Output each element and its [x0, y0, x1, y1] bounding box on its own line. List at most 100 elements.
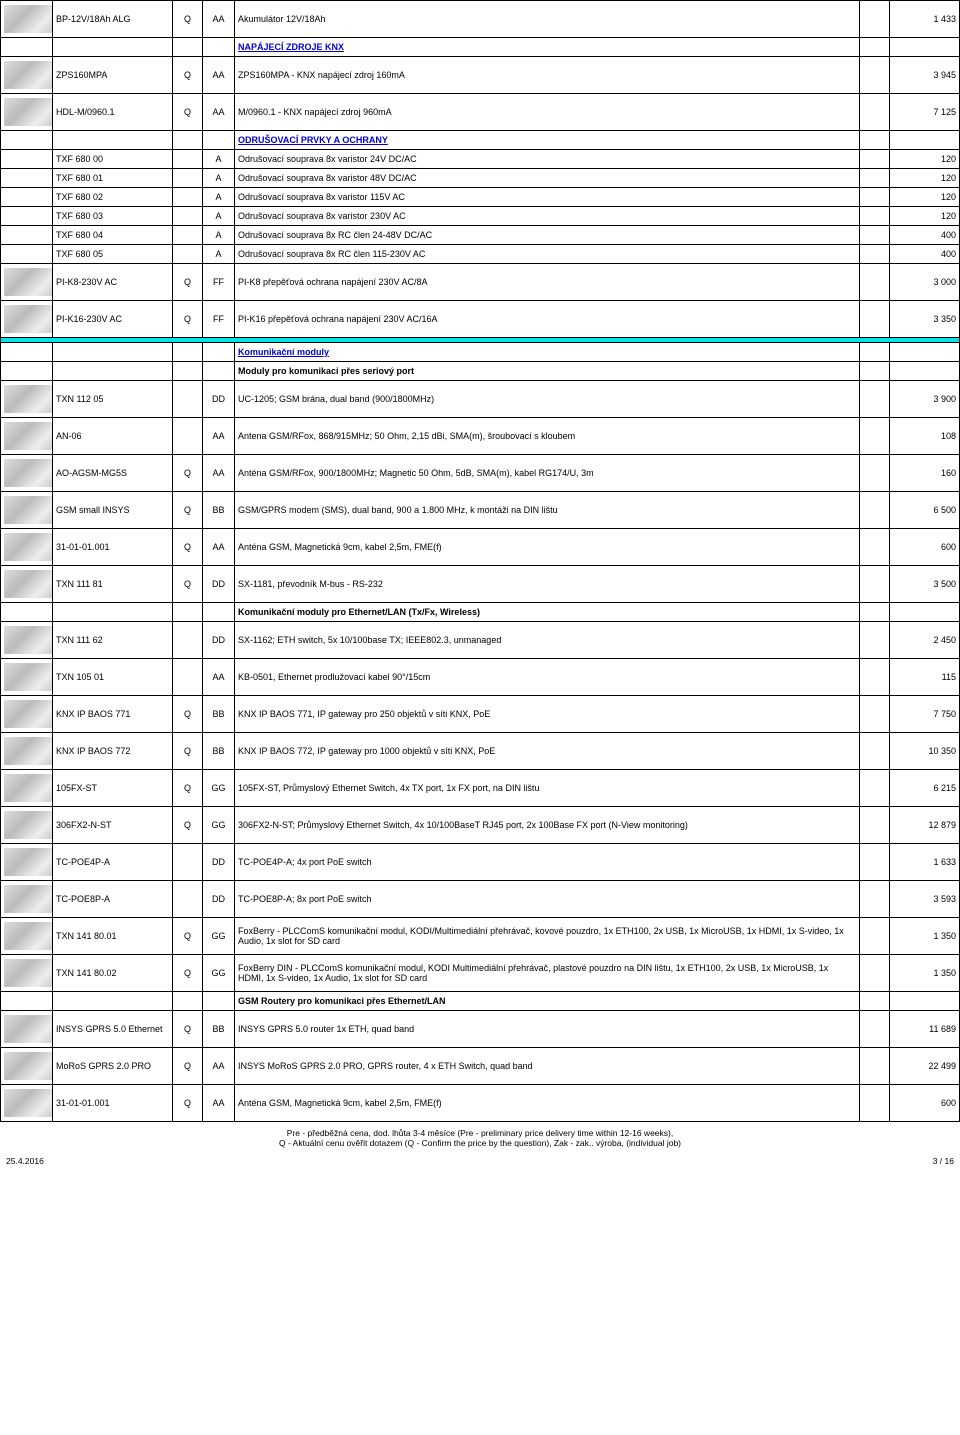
blank-cell [860, 207, 890, 226]
table-row: ZPS160MPAQAAZPS160MPA - KNX napájecí zdr… [1, 57, 960, 94]
product-image-cell [1, 955, 53, 992]
product-code: AO-AGSM-MG5S [53, 455, 173, 492]
product-price: 1 433 [890, 1, 960, 38]
product-code: PI-K8-230V AC [53, 264, 173, 301]
table-row: GSM Routery pro komunikaci přes Ethernet… [1, 992, 960, 1011]
product-image-cell [1, 529, 53, 566]
table-row: BP-12V/18Ah ALGQAAAkumulátor 12V/18Ah1 4… [1, 1, 960, 38]
product-image-cell [1, 492, 53, 529]
section-title: NAPÁJECÍ ZDROJE KNX [235, 38, 860, 57]
product-price: 2 450 [890, 622, 960, 659]
product-image-cell [1, 150, 53, 169]
subsection-title: Moduly pro komunikaci přes seriový port [235, 362, 860, 381]
product-code: KNX IP BAOS 772 [53, 733, 173, 770]
product-image-cell [1, 1085, 53, 1122]
product-price: 3 500 [890, 566, 960, 603]
availability-flag [173, 381, 203, 418]
table-row: TXF 680 00AOdrušovací souprava 8x varist… [1, 150, 960, 169]
subsection-title: Komunikační moduly pro Ethernet/LAN (Tx/… [235, 603, 860, 622]
availability-flag: Q [173, 696, 203, 733]
table-row: AN-06AAAntena GSM/RFox, 868/915MHz; 50 O… [1, 418, 960, 455]
table-row: AO-AGSM-MG5SQAAAnténa GSM/RFox, 900/1800… [1, 455, 960, 492]
product-description: INSYS MoRoS GPRS 2.0 PRO, GPRS router, 4… [235, 1048, 860, 1085]
product-image-cell [1, 844, 53, 881]
product-description: Odrušovací souprava 8x RC člen 115-230V … [235, 245, 860, 264]
product-description: FoxBerry DIN - PLCComS komunikační modul… [235, 955, 860, 992]
product-description: INSYS GPRS 5.0 router 1x ETH, quad band [235, 1011, 860, 1048]
product-image-cell [1, 1, 53, 38]
product-description: KB-0501, Ethernet prodlužovací kabel 90°… [235, 659, 860, 696]
product-code: 31-01-01.001 [53, 1085, 173, 1122]
table-row: TXN 105 01AAKB-0501, Ethernet prodlužova… [1, 659, 960, 696]
blank-cell [860, 301, 890, 338]
product-code: TXF 680 03 [53, 207, 173, 226]
availability-flag [173, 622, 203, 659]
blank-cell [860, 1048, 890, 1085]
product-image-cell [1, 57, 53, 94]
product-price: 120 [890, 207, 960, 226]
product-price: 120 [890, 169, 960, 188]
product-description: KNX IP BAOS 771, IP gateway pro 250 obje… [235, 696, 860, 733]
availability-flag [173, 150, 203, 169]
product-description: Odrušovací souprava 8x varistor 115V AC [235, 188, 860, 207]
product-price: 7 125 [890, 94, 960, 131]
product-image-cell [1, 226, 53, 245]
category-code: AA [203, 1, 235, 38]
table-row: 306FX2-N-STQGG306FX2-N-ST; Průmyslový Et… [1, 807, 960, 844]
product-image [4, 848, 52, 876]
product-price: 108 [890, 418, 960, 455]
availability-flag: Q [173, 1048, 203, 1085]
product-description: SX-1181, převodník M-bus - RS-232 [235, 566, 860, 603]
blank-cell [860, 696, 890, 733]
table-row: TXF 680 01AOdrušovací souprava 8x varist… [1, 169, 960, 188]
table-row: TXN 112 05DDUC-1205; GSM brána, dual ban… [1, 381, 960, 418]
blank-cell [860, 188, 890, 207]
product-description: M/0960.1 - KNX napájecí zdroj 960mA [235, 94, 860, 131]
product-code: TXN 141 80.01 [53, 918, 173, 955]
category-code: GG [203, 918, 235, 955]
availability-flag: Q [173, 1011, 203, 1048]
table-row: GSM small INSYSQBBGSM/GPRS modem (SMS), … [1, 492, 960, 529]
product-code: TXN 111 81 [53, 566, 173, 603]
table-row: TXN 141 80.02QGGFoxBerry DIN - PLCComS k… [1, 955, 960, 992]
product-image-cell [1, 264, 53, 301]
table-row: 31-01-01.001QAAAnténa GSM, Magnetická 9c… [1, 529, 960, 566]
product-image-cell [1, 188, 53, 207]
product-price: 6 215 [890, 770, 960, 807]
product-image [4, 98, 52, 126]
product-image-cell [1, 622, 53, 659]
availability-flag [173, 207, 203, 226]
category-code: BB [203, 696, 235, 733]
product-code: TXF 680 04 [53, 226, 173, 245]
product-code: TXN 112 05 [53, 381, 173, 418]
category-code: AA [203, 418, 235, 455]
product-price: 1 350 [890, 955, 960, 992]
product-description: PI-K8 přepěťová ochrana napájení 230V AC… [235, 264, 860, 301]
product-price: 160 [890, 455, 960, 492]
product-image [4, 422, 52, 450]
product-code: TXF 680 02 [53, 188, 173, 207]
product-image-cell [1, 207, 53, 226]
product-image [4, 305, 52, 333]
product-description: Odrušovací souprava 8x varistor 24V DC/A… [235, 150, 860, 169]
table-row: ODRUŠOVACÍ PRVKY A OCHRANY [1, 131, 960, 150]
product-description: 306FX2-N-ST; Průmyslový Ethernet Switch,… [235, 807, 860, 844]
product-image-cell [1, 770, 53, 807]
product-price: 11 689 [890, 1011, 960, 1048]
availability-flag [173, 844, 203, 881]
table-row: PI-K8-230V ACQFFPI-K8 přepěťová ochrana … [1, 264, 960, 301]
product-code: TC-POE4P-A [53, 844, 173, 881]
category-code: GG [203, 955, 235, 992]
product-description: SX-1162; ETH switch, 5x 10/100base TX; I… [235, 622, 860, 659]
product-price: 600 [890, 1085, 960, 1122]
availability-flag [173, 169, 203, 188]
product-code: PI-K16-230V AC [53, 301, 173, 338]
product-image-cell [1, 455, 53, 492]
product-image [4, 885, 52, 913]
table-row: NAPÁJECÍ ZDROJE KNX [1, 38, 960, 57]
product-image [4, 1089, 52, 1117]
product-image-cell [1, 918, 53, 955]
product-price: 7 750 [890, 696, 960, 733]
product-price: 10 350 [890, 733, 960, 770]
availability-flag [173, 188, 203, 207]
